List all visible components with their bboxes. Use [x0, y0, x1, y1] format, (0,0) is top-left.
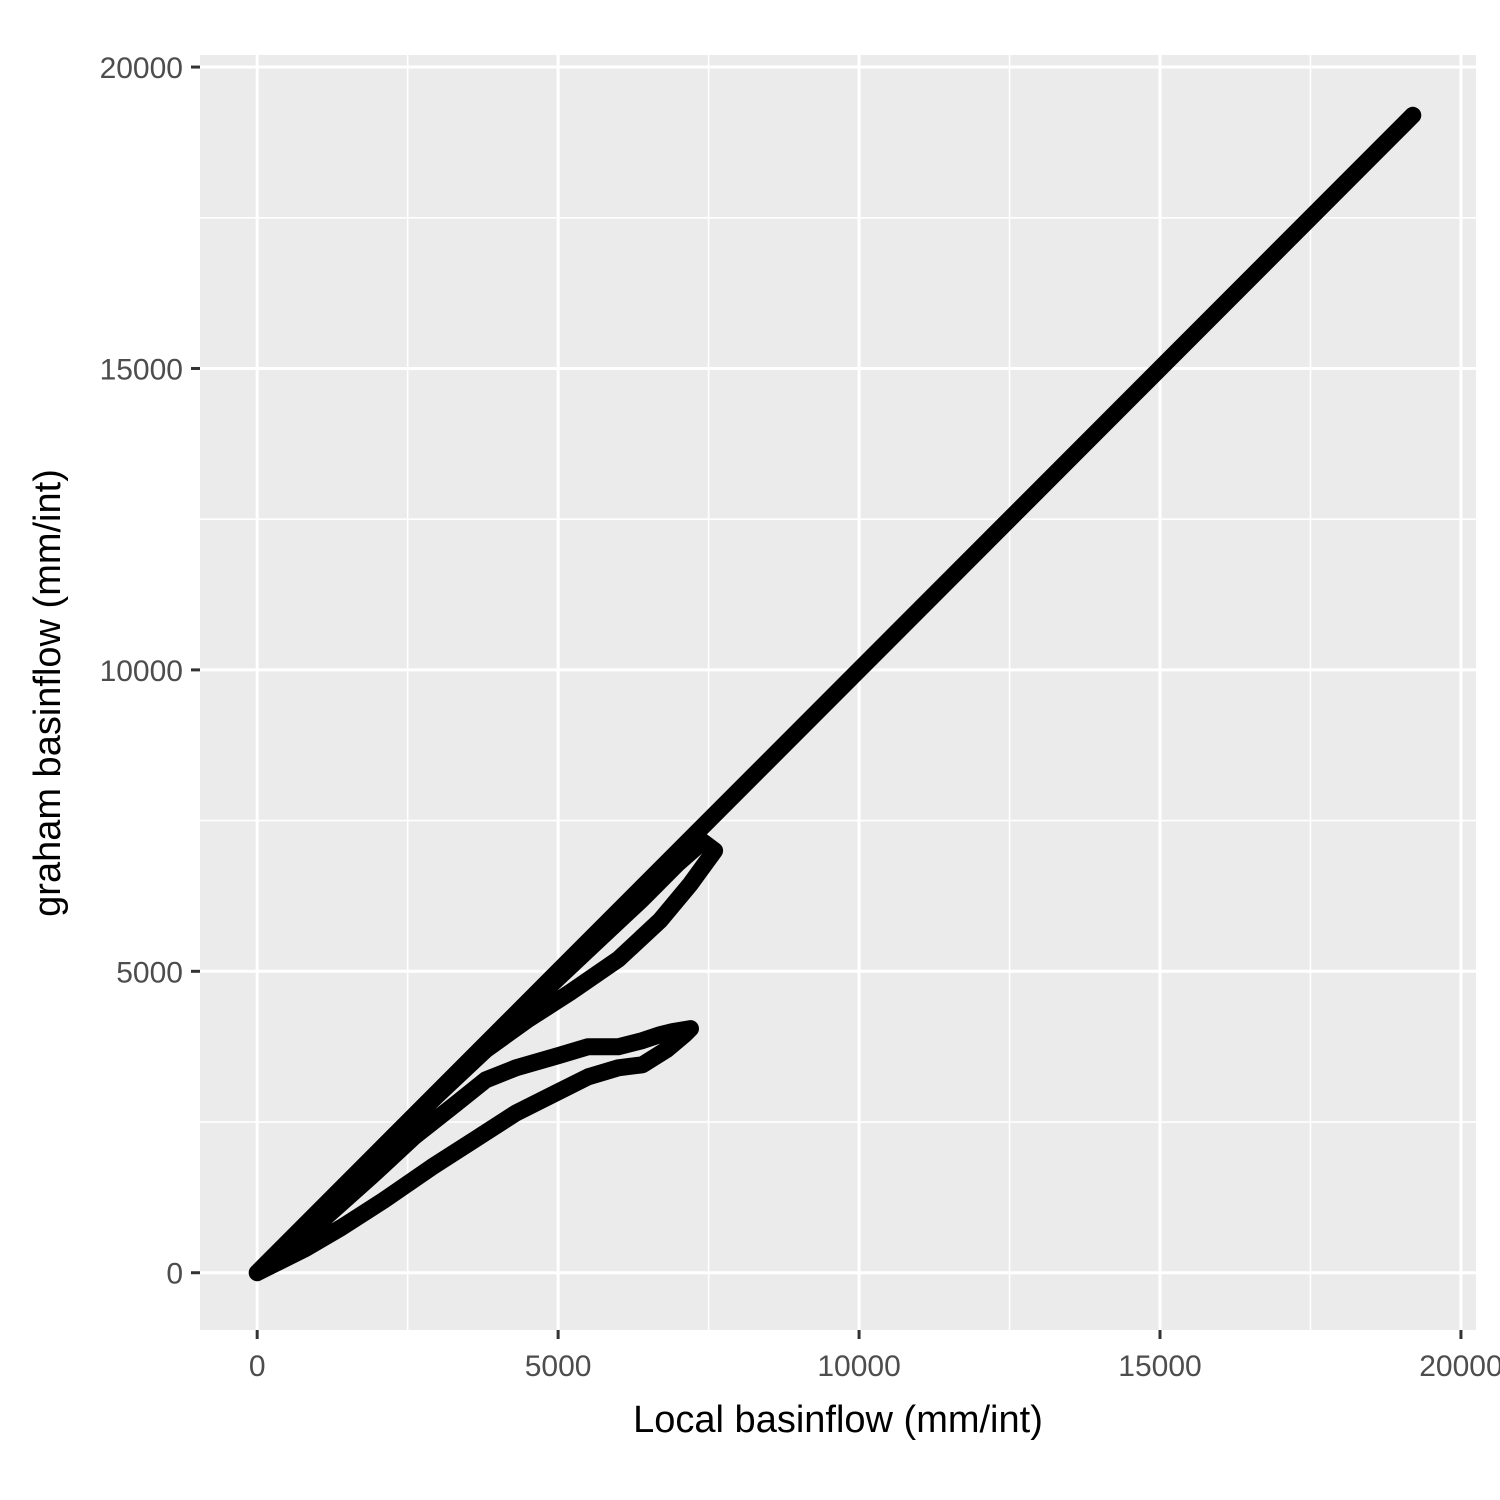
x-tick-label: 20000: [1419, 1350, 1500, 1383]
x-axis-ticks: 0 5000 10000 15000 20000: [249, 1330, 1500, 1383]
series-line: [248, 106, 1422, 1282]
y-tick-label: 20000: [100, 52, 183, 85]
y-tick-label: 15000: [100, 353, 183, 386]
x-tick-label: 15000: [1118, 1350, 1201, 1383]
y-tick-label: 0: [166, 1258, 183, 1291]
y-tick-label: 5000: [116, 956, 183, 989]
minor-gridlines: [200, 55, 1476, 1330]
x-tick-label: 0: [249, 1350, 266, 1383]
y-axis-title: graham basinflow (mm/int): [27, 469, 69, 917]
x-tick-label: 5000: [525, 1350, 592, 1383]
x-axis-title: Local basinflow (mm/int): [633, 1399, 1043, 1441]
major-gridlines: [200, 55, 1476, 1330]
y-tick-label: 10000: [100, 655, 183, 688]
y-axis-ticks: 0 5000 10000 15000 20000: [100, 52, 200, 1291]
x-tick-label: 10000: [817, 1350, 900, 1383]
